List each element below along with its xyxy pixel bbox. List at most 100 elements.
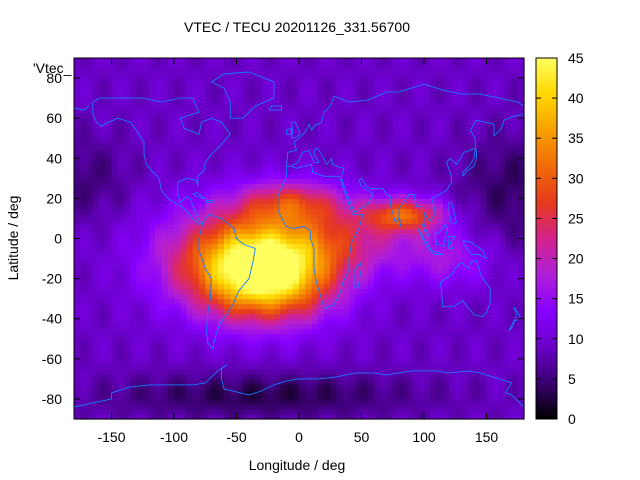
heat-cell — [349, 228, 356, 235]
heat-cell — [411, 273, 419, 280]
heat-cell — [467, 253, 475, 260]
heat-cell — [405, 263, 413, 270]
heat-cell — [311, 118, 319, 124]
heat-cell — [299, 413, 306, 420]
heat-cell — [267, 203, 275, 210]
heat-cell — [474, 173, 481, 179]
heat-cell — [99, 113, 106, 119]
heat-cell — [167, 113, 175, 119]
heat-cell — [367, 313, 375, 320]
heat-cell — [355, 168, 363, 174]
heat-cell — [199, 133, 206, 139]
heat-cell — [130, 308, 138, 315]
heat-cell — [505, 348, 513, 355]
heat-cell — [155, 218, 163, 225]
heat-cell — [311, 403, 319, 410]
heat-cell — [267, 368, 275, 375]
heat-cell — [142, 308, 150, 315]
heat-cell — [86, 338, 94, 345]
heat-cell — [261, 328, 269, 335]
heat-cell — [499, 158, 506, 164]
heat-cell — [442, 258, 450, 265]
heat-cell — [267, 108, 275, 114]
heat-cell — [392, 373, 400, 380]
heat-cell — [417, 278, 425, 285]
heat-cell — [474, 363, 481, 370]
heat-cell — [449, 328, 456, 335]
heat-cell — [380, 188, 388, 194]
heat-cell — [449, 378, 456, 385]
heat-cell — [74, 378, 81, 385]
heat-cell — [367, 158, 375, 164]
heat-cell — [92, 183, 100, 189]
heat-cell — [167, 233, 175, 240]
heat-cell — [105, 68, 113, 74]
heat-cell — [117, 363, 125, 370]
heat-cell — [230, 298, 238, 305]
heat-cell — [211, 98, 219, 104]
heat-cell — [249, 93, 256, 99]
heat-cell — [442, 153, 450, 159]
heat-cell — [305, 108, 313, 114]
heat-cell — [111, 163, 119, 169]
heat-cell — [292, 358, 300, 365]
heat-cell — [211, 378, 219, 385]
heat-cell — [180, 273, 188, 280]
heat-cell — [417, 338, 425, 345]
heat-cell — [367, 228, 375, 235]
heat-cell — [274, 118, 281, 124]
heat-cell — [436, 408, 444, 415]
heat-cell — [80, 258, 88, 265]
heat-cell — [324, 138, 331, 144]
heat-cell — [174, 353, 181, 360]
heat-cell — [224, 268, 231, 275]
heat-cell — [292, 408, 300, 415]
heat-cell — [111, 373, 119, 380]
heat-cell — [117, 413, 125, 420]
heat-cell — [386, 283, 394, 290]
heat-cell — [499, 308, 506, 315]
heat-cell — [480, 178, 488, 184]
heat-cell — [261, 163, 269, 169]
heat-cell — [174, 108, 181, 114]
heat-cell — [230, 198, 238, 204]
heat-cell — [492, 223, 500, 230]
heat-cell — [242, 198, 250, 204]
heat-cell — [474, 303, 481, 310]
heat-cell — [167, 168, 175, 174]
heat-cell — [142, 158, 150, 164]
heat-cell — [242, 128, 250, 134]
heat-cell — [361, 388, 369, 395]
heat-cell — [449, 313, 456, 320]
heat-cell — [230, 388, 238, 395]
heat-cell — [161, 323, 169, 330]
heat-cell — [380, 263, 388, 270]
heat-cell — [355, 318, 363, 325]
heat-cell — [230, 313, 238, 320]
heat-cell — [417, 123, 425, 129]
heat-cell — [286, 383, 294, 390]
heat-cell — [267, 413, 275, 420]
heat-cell — [149, 233, 156, 240]
heat-cell — [80, 358, 88, 365]
heat-cell — [299, 288, 306, 295]
heat-cell — [480, 388, 488, 395]
heat-cell — [274, 343, 281, 350]
heat-cell — [105, 203, 113, 210]
heat-cell — [167, 348, 175, 355]
heat-cell — [355, 348, 363, 355]
heat-cell — [161, 338, 169, 345]
heat-cell — [142, 108, 150, 114]
heat-cell — [361, 88, 369, 94]
heat-cell — [486, 253, 494, 260]
heat-cell — [136, 308, 144, 315]
heat-cell — [142, 228, 150, 235]
heat-cell — [167, 248, 175, 255]
heat-cell — [274, 363, 281, 370]
heat-cell — [480, 138, 488, 144]
heat-cell — [136, 228, 144, 235]
heat-cell — [155, 63, 163, 69]
heat-cell — [111, 328, 119, 335]
heat-cell — [192, 93, 200, 99]
heat-cell — [236, 213, 244, 220]
